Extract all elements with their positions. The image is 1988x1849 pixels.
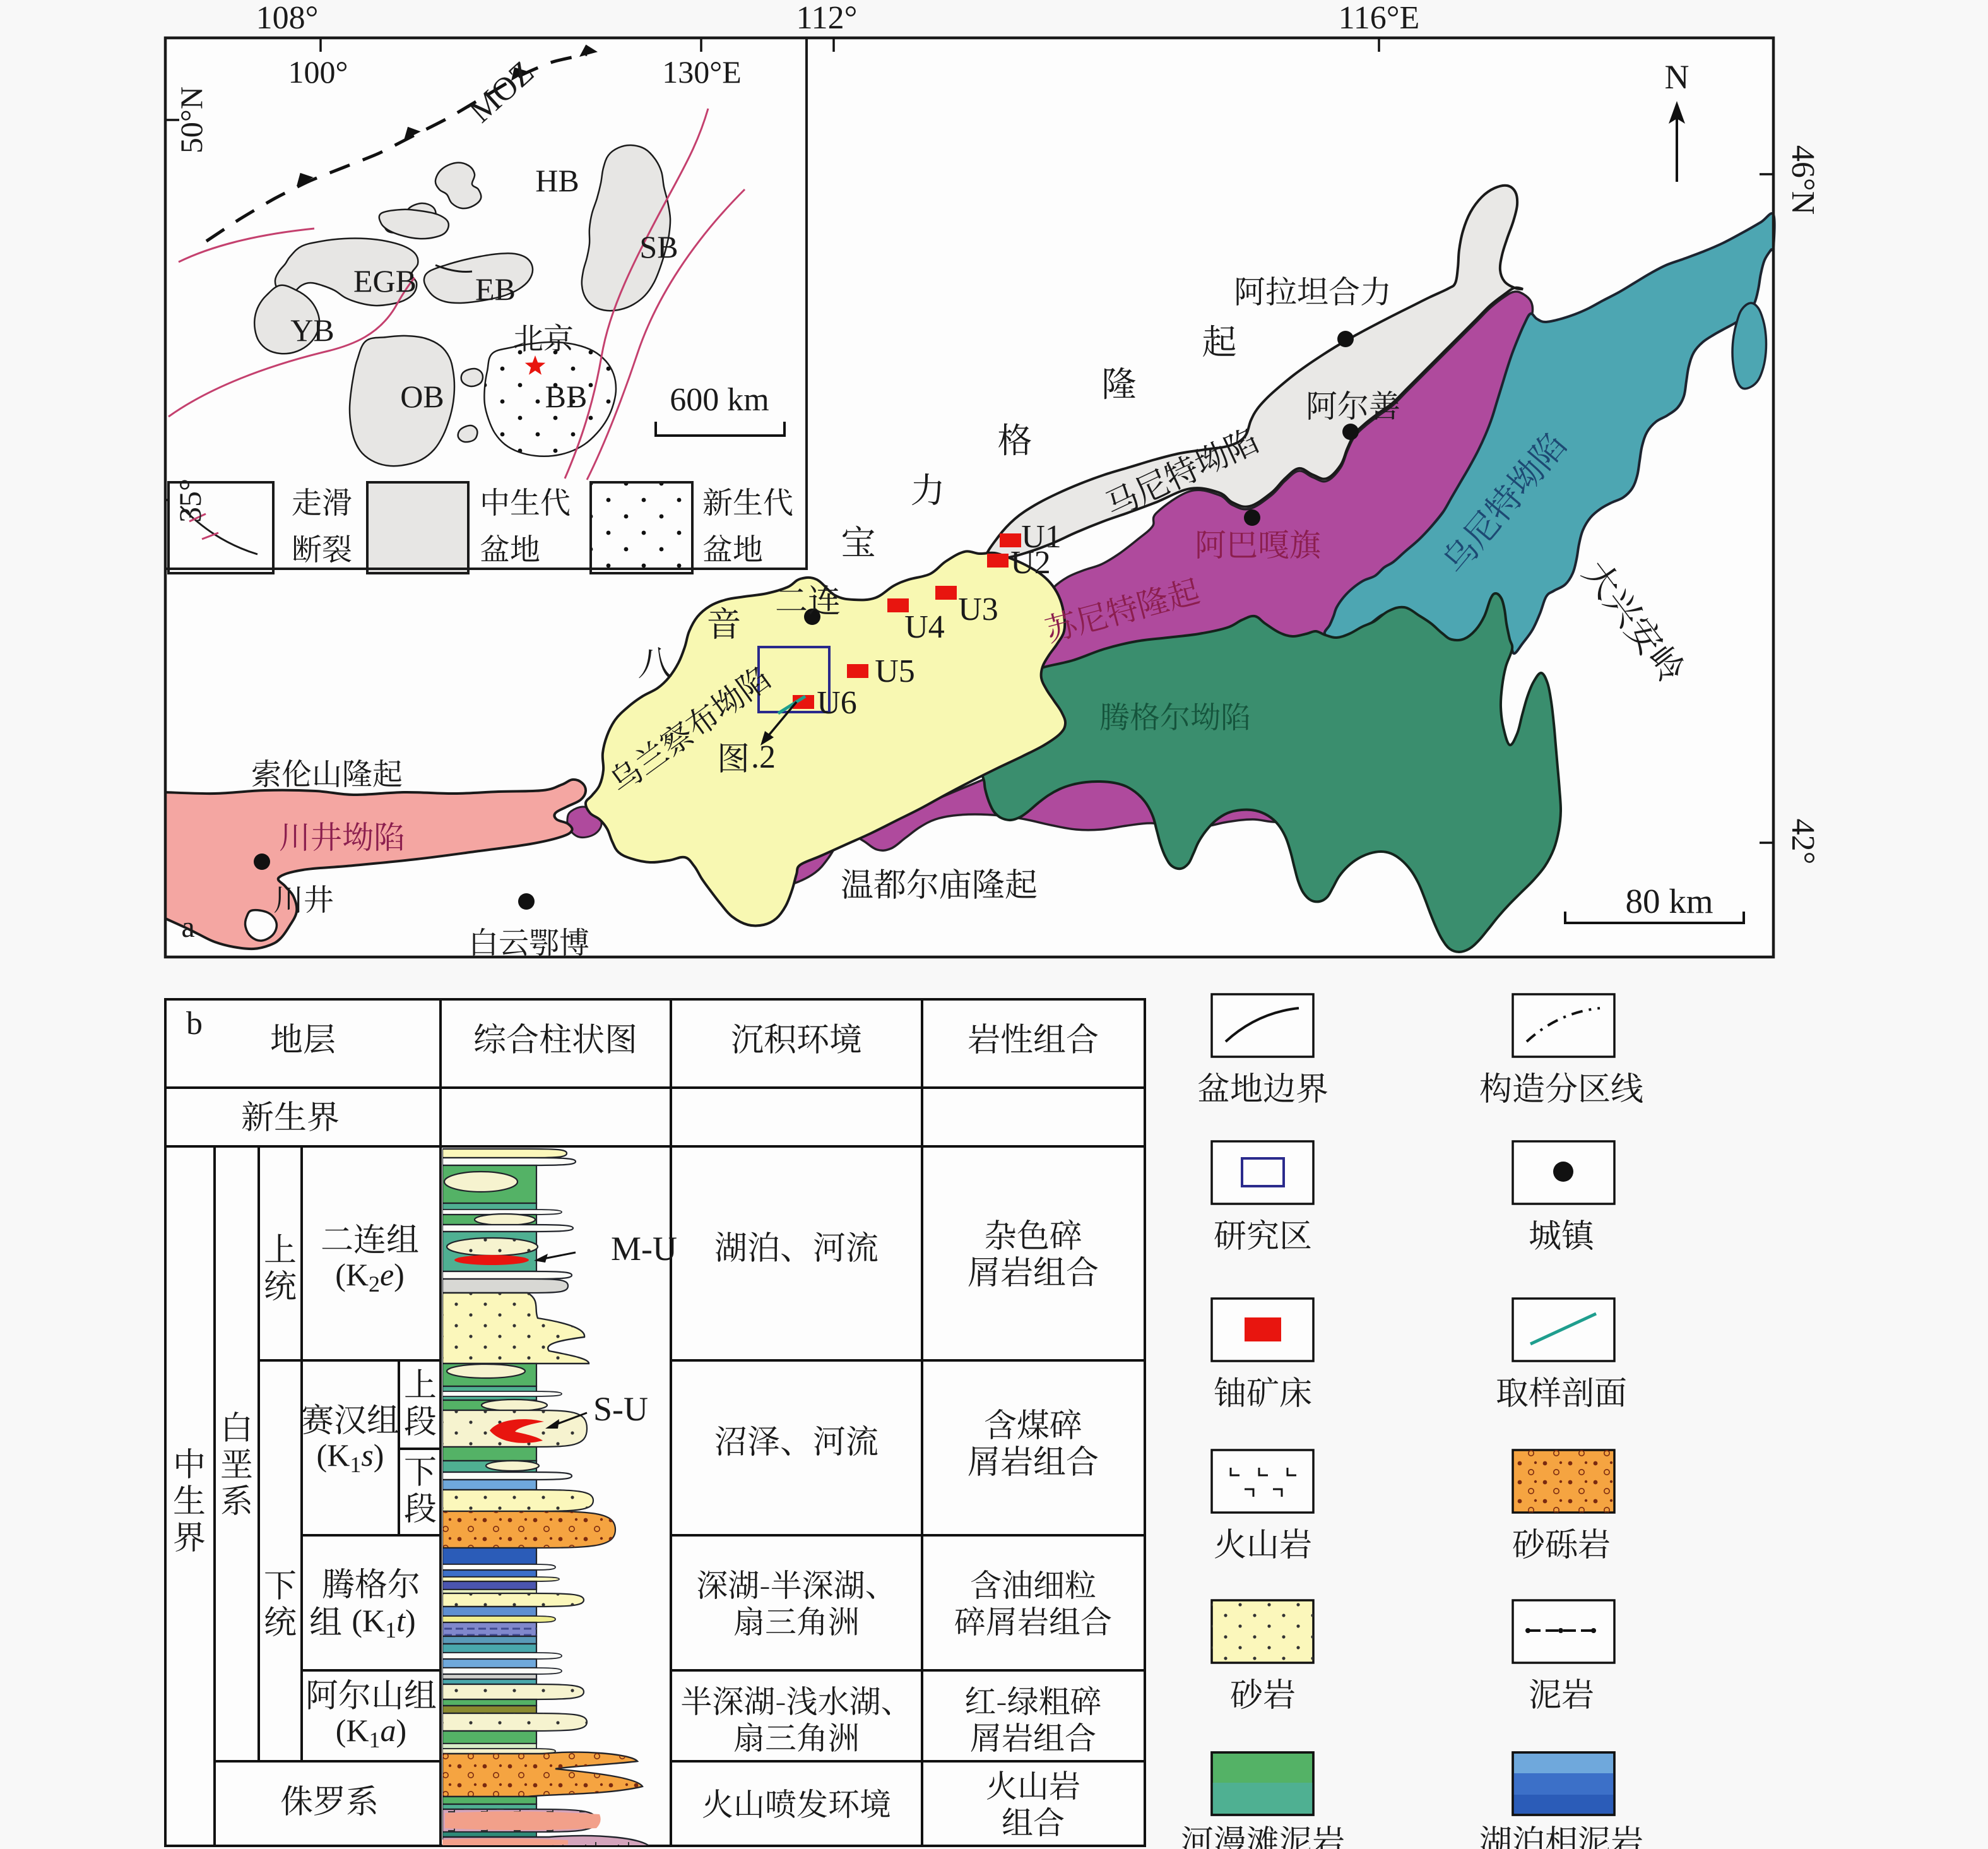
svg-text:100°: 100°: [288, 54, 348, 90]
svg-text:U5: U5: [875, 653, 915, 689]
svg-text:42°: 42°: [1785, 819, 1821, 865]
svg-text:HB: HB: [535, 163, 579, 198]
svg-text:a: a: [181, 910, 194, 944]
svg-text:b: b: [186, 1006, 203, 1042]
svg-text:108°: 108°: [256, 0, 319, 36]
svg-text:SB: SB: [639, 229, 678, 265]
svg-text:.2: .2: [751, 739, 776, 775]
svg-text:(K1t): (K1t): [352, 1603, 415, 1643]
svg-text:35°: 35°: [172, 479, 208, 523]
svg-text:YB: YB: [290, 312, 334, 348]
svg-text:M-U: M-U: [611, 1230, 677, 1268]
svg-text:EB: EB: [475, 271, 516, 307]
svg-text:(K1a): (K1a): [336, 1713, 406, 1752]
svg-text:U1: U1: [1021, 519, 1062, 555]
svg-text:OB: OB: [400, 379, 444, 414]
svg-text:U4: U4: [904, 609, 945, 645]
svg-text:46°N: 46°N: [1785, 145, 1821, 215]
svg-text:BB: BB: [545, 379, 588, 414]
svg-text:EGB: EGB: [353, 263, 417, 299]
svg-text:112°: 112°: [796, 0, 858, 36]
svg-text:U6: U6: [817, 685, 857, 721]
svg-text:600 km: 600 km: [670, 382, 769, 418]
svg-text:S-U: S-U: [593, 1390, 648, 1428]
svg-text:U3: U3: [958, 592, 998, 627]
svg-text:80 km: 80 km: [1625, 882, 1713, 920]
svg-text:N: N: [1665, 58, 1689, 96]
svg-text:130°E: 130°E: [662, 54, 742, 90]
svg-text:50°N: 50°N: [174, 86, 209, 153]
svg-text:U2: U2: [1010, 545, 1051, 581]
svg-text:116°E: 116°E: [1339, 0, 1420, 36]
